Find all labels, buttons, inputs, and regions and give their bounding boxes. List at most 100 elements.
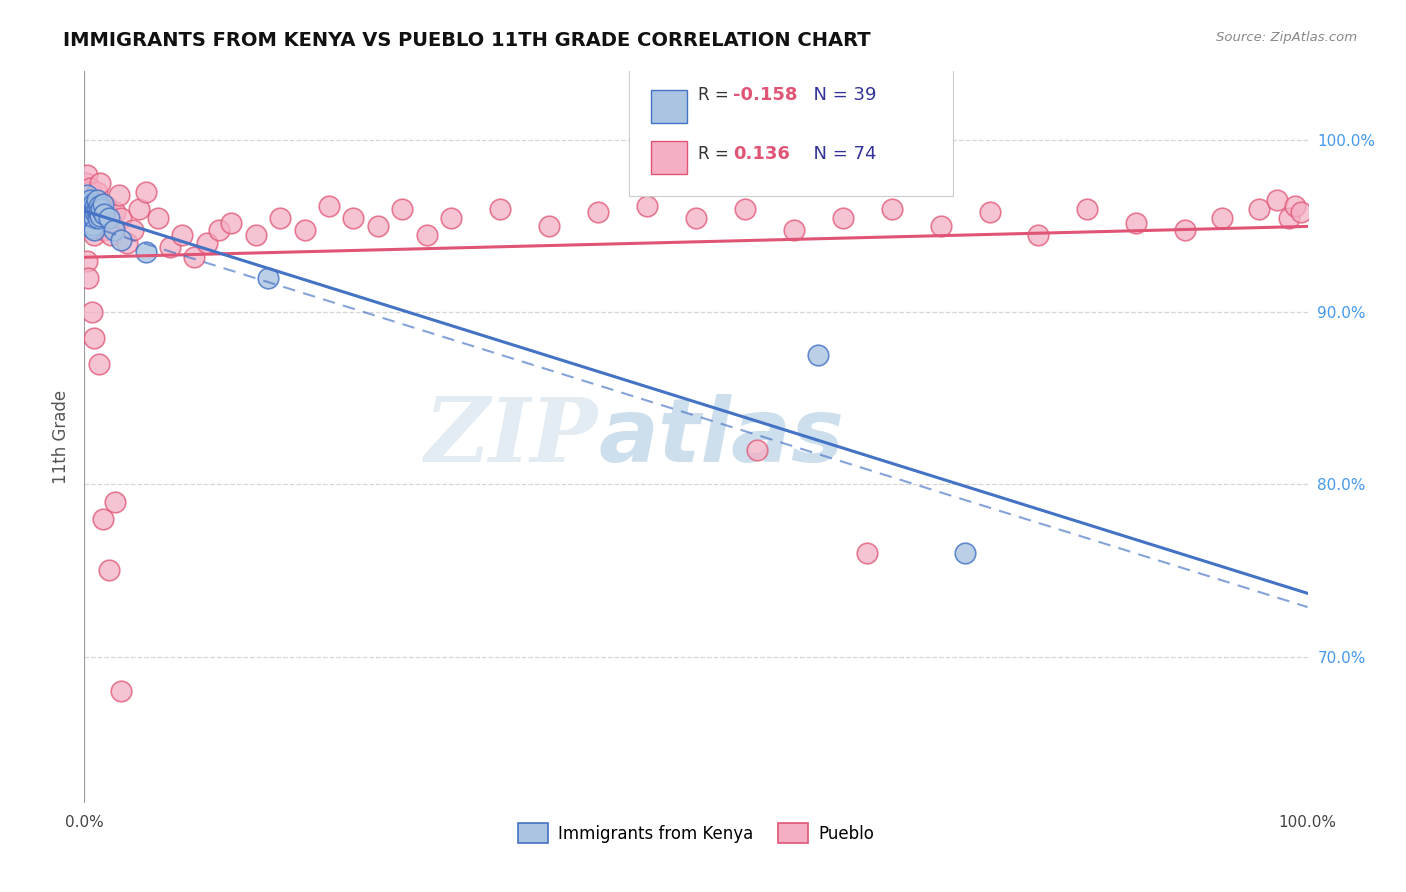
Point (257, 271, 280, 285)
Text: R =: R = (699, 87, 734, 104)
Point (77, 202, 100, 216)
Point (172, 227, 194, 242)
Point (269, 211, 291, 225)
Point (831, 211, 853, 225)
Point (84, 198, 107, 212)
Point (76, 188, 98, 202)
Point (87, 205, 110, 219)
Point (104, 205, 127, 219)
Text: -0.158: -0.158 (733, 87, 797, 104)
Point (80, 209, 103, 223)
Legend: Immigrants from Kenya, Pueblo: Immigrants from Kenya, Pueblo (512, 817, 880, 849)
Point (89, 176, 111, 190)
Point (77, 211, 100, 225)
Point (79, 194, 101, 208)
Point (1211, 211, 1233, 225)
Point (86, 185, 108, 199)
Point (83, 223, 105, 237)
Point (87, 357, 110, 371)
Point (79, 203, 101, 218)
Point (75, 202, 97, 216)
Point (110, 233, 132, 247)
Point (84, 194, 107, 208)
Text: IMMIGRANTS FROM KENYA VS PUEBLO 11TH GRADE CORRELATION CHART: IMMIGRANTS FROM KENYA VS PUEBLO 11TH GRA… (63, 31, 870, 50)
Point (219, 216, 242, 230)
Point (135, 185, 157, 199)
Point (1125, 216, 1147, 230)
Point (1076, 202, 1098, 216)
Point (195, 236, 218, 251)
Point (807, 348, 830, 362)
Point (367, 219, 389, 234)
FancyBboxPatch shape (651, 141, 688, 174)
Point (76, 197, 98, 211)
Y-axis label: 11th Grade: 11th Grade (52, 390, 70, 484)
Point (84, 205, 107, 219)
Point (77, 198, 100, 212)
Point (76, 253, 98, 268)
Point (440, 211, 463, 225)
Point (93, 223, 115, 237)
Point (880, 202, 903, 216)
Point (86, 203, 108, 218)
Point (318, 198, 340, 212)
Point (96, 198, 118, 212)
Point (342, 211, 364, 225)
Point (1284, 198, 1306, 212)
Point (103, 223, 125, 237)
Point (77, 207, 100, 221)
Point (77, 219, 100, 234)
FancyBboxPatch shape (628, 68, 953, 195)
Point (245, 227, 267, 242)
Point (89, 209, 111, 223)
Point (87, 211, 110, 225)
Point (489, 202, 512, 216)
Point (83, 331, 105, 345)
Point (1278, 211, 1301, 225)
Point (391, 202, 413, 216)
Point (107, 188, 129, 202)
Point (97, 219, 120, 234)
Point (90, 202, 112, 216)
Point (75, 176, 97, 190)
Point (91, 211, 114, 225)
Point (93, 207, 115, 221)
Point (83, 202, 105, 216)
Point (685, 211, 707, 225)
Point (208, 223, 231, 237)
Point (82, 205, 104, 219)
Point (183, 250, 205, 264)
Point (87, 202, 110, 216)
Point (76, 188, 98, 202)
Point (80, 221, 103, 235)
Point (97, 564, 120, 578)
Text: 0.136: 0.136 (733, 145, 790, 163)
Text: ZIP: ZIP (425, 394, 598, 480)
Point (586, 205, 609, 219)
Point (538, 219, 561, 234)
Point (76, 168, 98, 182)
Point (82, 207, 104, 221)
Point (1265, 194, 1288, 208)
Point (79, 214, 101, 228)
Point (110, 211, 132, 225)
Point (115, 236, 138, 251)
Text: R =: R = (699, 145, 740, 163)
Point (79, 181, 101, 195)
Point (294, 223, 316, 237)
Point (747, 442, 769, 457)
Point (91, 512, 114, 526)
Point (953, 546, 976, 560)
Text: N = 39: N = 39 (803, 87, 877, 104)
Point (86, 194, 108, 208)
Point (80, 197, 103, 211)
Point (82, 218, 104, 232)
Point (979, 205, 1001, 219)
Point (77, 205, 100, 219)
Point (159, 240, 181, 254)
Text: Source: ZipAtlas.com: Source: ZipAtlas.com (1216, 31, 1357, 45)
Point (110, 684, 132, 698)
Point (1028, 227, 1050, 242)
Point (135, 245, 157, 260)
Point (929, 219, 952, 234)
